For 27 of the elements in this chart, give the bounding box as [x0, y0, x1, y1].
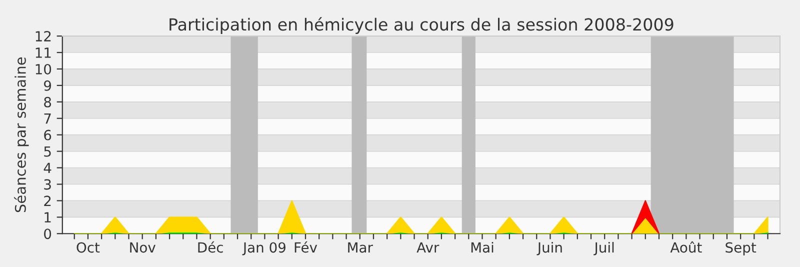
y-tick-label: 5 — [44, 146, 51, 157]
x-tick-label: Jan 09 — [242, 242, 286, 256]
x-tick-label: Mai — [471, 242, 494, 253]
y-tick-label: 10 — [36, 64, 52, 74]
x-tick-label: Mar — [348, 242, 373, 253]
x-tick-label: Avr — [416, 242, 440, 253]
x-tick-label: Août — [670, 241, 702, 253]
y-tick-label: 2 — [44, 196, 51, 206]
y-tick-label: 9 — [44, 80, 52, 91]
x-tick-label: Oct — [76, 242, 100, 253]
x-tick-label: Sept — [726, 242, 756, 256]
x-tick-label: Fév — [294, 241, 318, 253]
x-tick-label: Juil — [594, 242, 614, 256]
y-tick-label: 0 — [44, 228, 52, 240]
y-tick-label: 3 — [44, 179, 51, 190]
x-tick-label: Juin — [536, 242, 562, 256]
y-tick-label: 8 — [44, 96, 52, 108]
x-tick-label: Déc — [198, 241, 223, 253]
y-tick-label: 11 — [36, 48, 51, 58]
y-tick-label: 6 — [44, 130, 52, 140]
y-tick-label: 12 — [36, 31, 51, 42]
y-tick-label: 1 — [44, 212, 51, 222]
y-axis-title: Séances par semaine — [14, 57, 29, 212]
x-tick-label: Nov — [130, 242, 156, 253]
y-tick-label: 7 — [44, 114, 51, 124]
chart-title: Participation en hémicycle au cours de la session 2008-2009 — [170, 17, 674, 34]
y-tick-label: 4 — [44, 162, 52, 174]
